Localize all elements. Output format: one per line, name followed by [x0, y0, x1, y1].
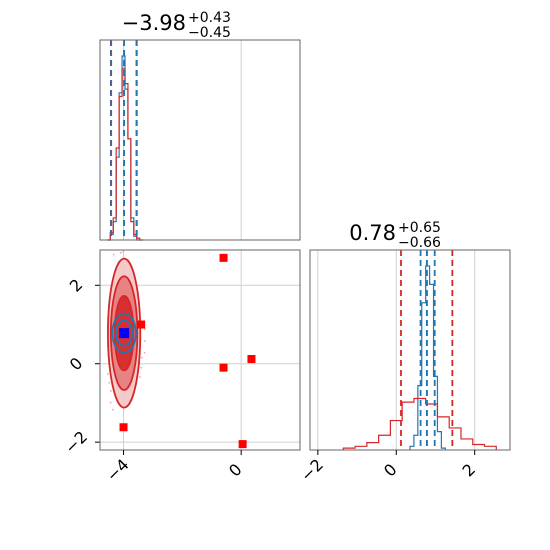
joint-sample-point [112, 253, 115, 256]
joint-sample-point [106, 373, 109, 375]
top-panel-frame [99, 39, 301, 241]
joint-panel-ytick-label: 2 [66, 275, 87, 296]
blue-contour [111, 312, 137, 354]
blue-contour [114, 319, 134, 347]
joint-sample-point [122, 250, 125, 253]
joint-panel-ytick-label: 0 [66, 354, 87, 375]
joint-sample-point [144, 328, 146, 331]
joint-sample-point [118, 245, 120, 247]
right-panel-frame [309, 249, 511, 451]
joint-sample-point [111, 408, 114, 411]
right-panel-xtick-label: −2 [297, 455, 327, 485]
right-panel-title-plus: +0.65 [398, 220, 441, 236]
red-square-marker [247, 355, 256, 364]
joint-panel-xtick-label: −4 [103, 455, 133, 485]
joint-panel-frame [99, 249, 301, 451]
top-panel-title: −3.98 +0.43−0.45 [122, 10, 231, 41]
joint-panel-contours [106, 245, 256, 449]
joint-sample-point [119, 251, 122, 254]
right-panel-histogram [342, 397, 497, 450]
right-panel-xtick-label: 2 [458, 460, 479, 481]
joint-sample-point [139, 376, 141, 378]
joint-sample-point [141, 356, 143, 359]
top-panel-title-value: −3.98 [122, 11, 186, 35]
red-square-marker [137, 320, 146, 329]
top-panel-title-minus: −0.45 [188, 25, 231, 41]
right-panel-title-value: 0.78 [349, 221, 396, 245]
red-square-marker [219, 253, 228, 262]
joint-sample-point [108, 381, 111, 384]
right-panel-title: 0.78 +0.65−0.66 [349, 220, 441, 251]
red-square-marker [238, 440, 247, 449]
joint-panel-ytick-label: −2 [61, 427, 91, 457]
joint-sample-point [144, 340, 146, 342]
joint-sample-point [109, 389, 112, 392]
joint-sample-point [109, 401, 112, 404]
joint-panel-xtick-label: 0 [225, 460, 246, 481]
right-panel-title-minus: −0.66 [398, 235, 441, 251]
top-panel-title-plus: +0.43 [188, 10, 231, 26]
red-square-marker [119, 423, 128, 432]
joint-sample-point [143, 351, 146, 354]
right-panel-xtick-label: 0 [380, 460, 401, 481]
red-square-marker [219, 363, 228, 372]
point-estimate-marker [119, 328, 130, 339]
joint-sample-point [140, 366, 143, 369]
